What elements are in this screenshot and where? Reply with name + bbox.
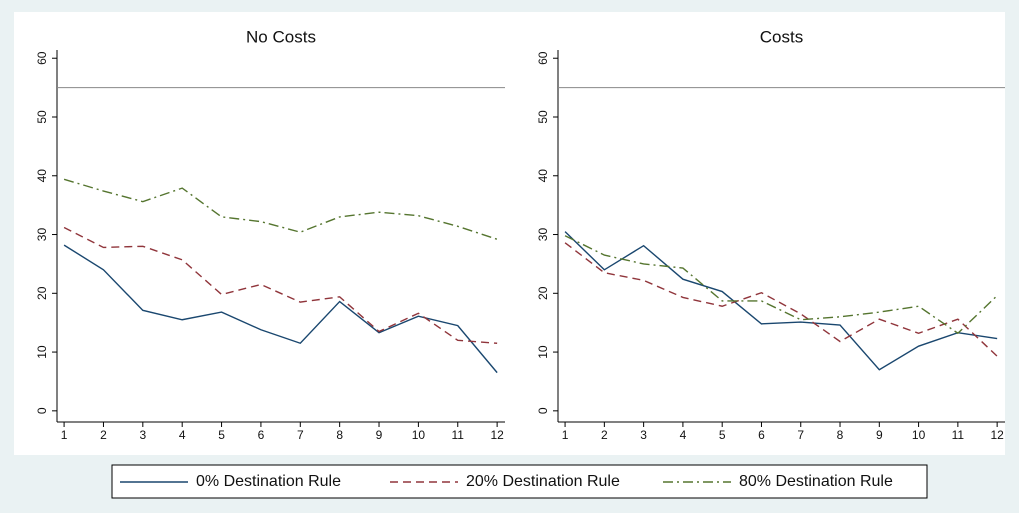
y-tick-label: 10 — [35, 345, 49, 359]
plot-background — [14, 12, 1005, 455]
x-tick-label: 11 — [452, 428, 465, 442]
x-tick-label: 1 — [562, 428, 569, 442]
x-tick-label: 12 — [490, 428, 504, 442]
legend-label: 20% Destination Rule — [466, 473, 620, 490]
series-line — [564, 242, 998, 357]
x-tick-label: 1 — [61, 428, 68, 442]
x-tick-label: 11 — [952, 428, 965, 442]
y-tick-label: 50 — [35, 110, 49, 124]
x-tick-label: 6 — [758, 428, 765, 442]
y-tick-label: 50 — [536, 110, 550, 124]
x-tick-label: 10 — [912, 428, 926, 442]
x-tick-label: 5 — [719, 428, 726, 442]
x-tick-label: 9 — [376, 428, 383, 442]
x-tick-label: 8 — [336, 428, 343, 442]
x-tick-label: 7 — [797, 428, 804, 442]
y-tick-label: 0 — [536, 407, 550, 414]
x-tick-label: 3 — [640, 428, 647, 442]
series-line — [564, 231, 998, 371]
x-tick-label: 5 — [218, 428, 225, 442]
x-tick-label: 6 — [258, 428, 265, 442]
x-tick-label: 7 — [297, 428, 304, 442]
y-tick-label: 30 — [536, 228, 550, 242]
x-tick-label: 12 — [990, 428, 1004, 442]
x-tick-label: 4 — [179, 428, 186, 442]
y-tick-label: 0 — [35, 407, 49, 414]
y-tick-label: 10 — [536, 345, 550, 359]
x-tick-label: 3 — [139, 428, 146, 442]
y-tick-label: 20 — [35, 286, 49, 300]
x-tick-label: 2 — [601, 428, 608, 442]
x-tick-label: 2 — [100, 428, 107, 442]
series-line — [564, 235, 998, 335]
y-tick-label: 60 — [35, 51, 49, 65]
y-tick-label: 60 — [536, 51, 550, 65]
series-line — [63, 226, 498, 344]
legend-label: 80% Destination Rule — [739, 473, 893, 490]
y-tick-label: 40 — [536, 169, 550, 183]
legend-box — [111, 464, 928, 499]
x-tick-label: 8 — [837, 428, 844, 442]
x-tick-label: 9 — [876, 428, 883, 442]
chart-title: Costs — [760, 27, 803, 46]
x-tick-label: 10 — [412, 428, 426, 442]
chart-title: No Costs — [246, 27, 316, 46]
y-tick-label: 20 — [536, 286, 550, 300]
x-tick-label: 4 — [680, 428, 687, 442]
y-tick-label: 40 — [35, 169, 49, 183]
series-line — [63, 178, 498, 240]
y-tick-label: 30 — [35, 228, 49, 242]
legend-label: 0% Destination Rule — [196, 473, 341, 490]
